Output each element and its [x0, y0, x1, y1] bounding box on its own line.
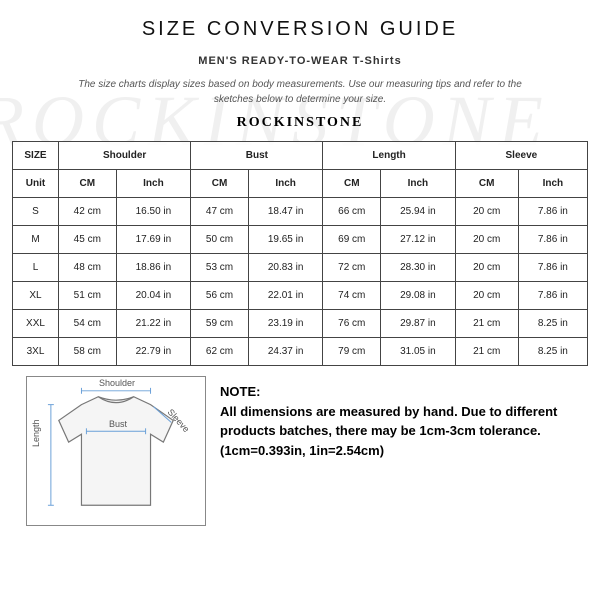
value-cell: 21 cm	[455, 338, 518, 366]
header-bust: Bust	[191, 142, 323, 170]
unit-inch: Inch	[381, 170, 456, 198]
value-cell: 7.86 in	[518, 198, 587, 226]
brand-name: ROCKINSTONE	[12, 115, 588, 131]
value-cell: 58 cm	[59, 338, 117, 366]
size-table: SIZE Shoulder Bust Length Sleeve Unit CM…	[12, 141, 588, 366]
size-cell: 3XL	[13, 338, 59, 366]
header-length: Length	[323, 142, 455, 170]
value-cell: 45 cm	[59, 226, 117, 254]
page-title: SIZE CONVERSION GUIDE	[12, 18, 588, 41]
note-body: All dimensions are measured by hand. Due…	[220, 402, 574, 461]
unit-cm: CM	[323, 170, 381, 198]
value-cell: 20 cm	[455, 282, 518, 310]
size-cell: S	[13, 198, 59, 226]
subtitle: MEN'S READY-TO-WEAR T-Shirts	[12, 55, 588, 67]
value-cell: 53 cm	[191, 254, 249, 282]
value-cell: 72 cm	[323, 254, 381, 282]
value-cell: 17.69 in	[116, 226, 191, 254]
value-cell: 56 cm	[191, 282, 249, 310]
unit-inch: Inch	[248, 170, 323, 198]
value-cell: 29.87 in	[381, 310, 456, 338]
header-sleeve: Sleeve	[455, 142, 587, 170]
value-cell: 8.25 in	[518, 338, 587, 366]
value-cell: 27.12 in	[381, 226, 456, 254]
table-row: XXL54 cm21.22 in59 cm23.19 in76 cm29.87 …	[13, 310, 588, 338]
value-cell: 28.30 in	[381, 254, 456, 282]
value-cell: 42 cm	[59, 198, 117, 226]
header-size: SIZE	[13, 142, 59, 170]
value-cell: 31.05 in	[381, 338, 456, 366]
value-cell: 66 cm	[323, 198, 381, 226]
value-cell: 16.50 in	[116, 198, 191, 226]
value-cell: 18.86 in	[116, 254, 191, 282]
subtitle-prefix: MEN'S READY-TO-WEAR	[198, 55, 348, 67]
diagram-label-shoulder: Shoulder	[99, 378, 135, 388]
value-cell: 76 cm	[323, 310, 381, 338]
note-block: NOTE: All dimensions are measured by han…	[220, 376, 574, 460]
value-cell: 18.47 in	[248, 198, 323, 226]
note-heading: NOTE:	[220, 382, 574, 402]
value-cell: 54 cm	[59, 310, 117, 338]
unit-inch: Inch	[116, 170, 191, 198]
value-cell: 50 cm	[191, 226, 249, 254]
table-row: L48 cm18.86 in53 cm20.83 in72 cm28.30 in…	[13, 254, 588, 282]
table-row: M45 cm17.69 in50 cm19.65 in69 cm27.12 in…	[13, 226, 588, 254]
content-wrapper: SIZE CONVERSION GUIDE MEN'S READY-TO-WEA…	[0, 0, 600, 526]
bottom-section: Shoulder Bust Length Sleeve NOTE: All di…	[12, 366, 588, 526]
intro-text: The size charts display sizes based on b…	[70, 77, 530, 107]
value-cell: 8.25 in	[518, 310, 587, 338]
value-cell: 21.22 in	[116, 310, 191, 338]
value-cell: 23.19 in	[248, 310, 323, 338]
value-cell: 29.08 in	[381, 282, 456, 310]
size-cell: XXL	[13, 310, 59, 338]
unit-cm: CM	[191, 170, 249, 198]
header-unit: Unit	[13, 170, 59, 198]
value-cell: 79 cm	[323, 338, 381, 366]
value-cell: 69 cm	[323, 226, 381, 254]
value-cell: 7.86 in	[518, 254, 587, 282]
table-body: S42 cm16.50 in47 cm18.47 in66 cm25.94 in…	[13, 198, 588, 366]
subtitle-category: T-Shirts	[353, 55, 402, 67]
value-cell: 20.04 in	[116, 282, 191, 310]
value-cell: 47 cm	[191, 198, 249, 226]
table-row: 3XL58 cm22.79 in62 cm24.37 in79 cm31.05 …	[13, 338, 588, 366]
table-row: XL51 cm20.04 in56 cm22.01 in74 cm29.08 i…	[13, 282, 588, 310]
value-cell: 20 cm	[455, 226, 518, 254]
value-cell: 19.65 in	[248, 226, 323, 254]
value-cell: 59 cm	[191, 310, 249, 338]
table-header-row-1: SIZE Shoulder Bust Length Sleeve	[13, 142, 588, 170]
value-cell: 20.83 in	[248, 254, 323, 282]
header-shoulder: Shoulder	[59, 142, 191, 170]
value-cell: 20 cm	[455, 198, 518, 226]
value-cell: 22.79 in	[116, 338, 191, 366]
tshirt-diagram: Shoulder Bust Length Sleeve	[26, 376, 206, 526]
table-header-row-2: Unit CM Inch CM Inch CM Inch CM Inch	[13, 170, 588, 198]
value-cell: 51 cm	[59, 282, 117, 310]
size-cell: L	[13, 254, 59, 282]
value-cell: 25.94 in	[381, 198, 456, 226]
value-cell: 62 cm	[191, 338, 249, 366]
value-cell: 7.86 in	[518, 226, 587, 254]
size-cell: M	[13, 226, 59, 254]
unit-cm: CM	[59, 170, 117, 198]
value-cell: 74 cm	[323, 282, 381, 310]
unit-cm: CM	[455, 170, 518, 198]
table-row: S42 cm16.50 in47 cm18.47 in66 cm25.94 in…	[13, 198, 588, 226]
value-cell: 20 cm	[455, 254, 518, 282]
value-cell: 21 cm	[455, 310, 518, 338]
size-cell: XL	[13, 282, 59, 310]
unit-inch: Inch	[518, 170, 587, 198]
value-cell: 24.37 in	[248, 338, 323, 366]
value-cell: 48 cm	[59, 254, 117, 282]
value-cell: 7.86 in	[518, 282, 587, 310]
diagram-label-bust: Bust	[109, 419, 127, 429]
value-cell: 22.01 in	[248, 282, 323, 310]
diagram-label-length: Length	[31, 419, 41, 447]
